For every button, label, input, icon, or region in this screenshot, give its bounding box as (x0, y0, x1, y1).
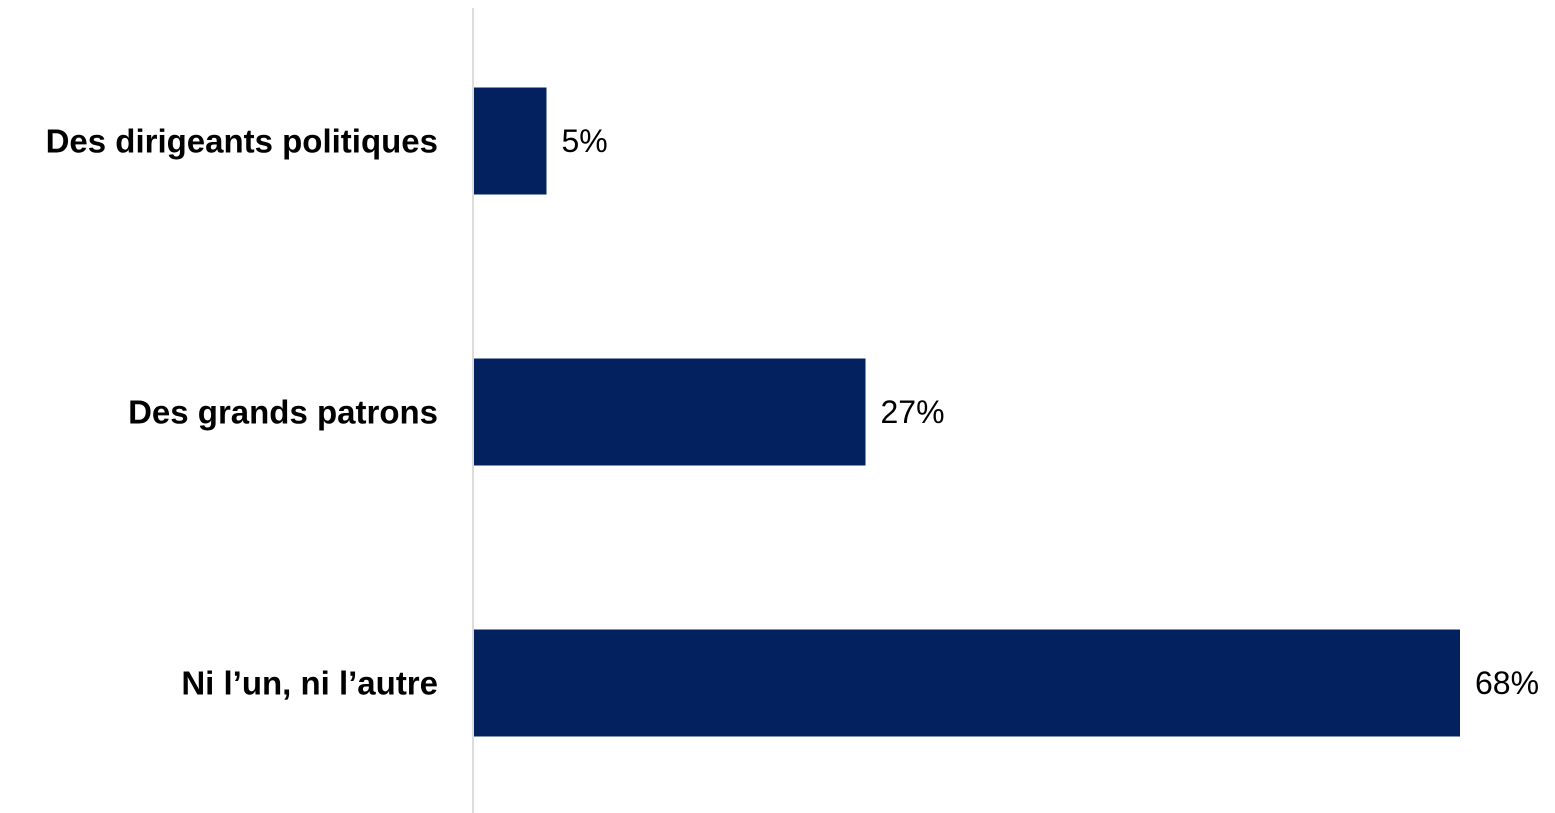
value-label-2: 68% (1475, 665, 1539, 701)
category-label-1: Des grands patrons (128, 394, 438, 431)
bars-layer: Des dirigeants politiques 5% Des grands pa… (46, 87, 1539, 737)
category-label-2: Ni l’un, ni l’autre (181, 665, 438, 702)
bar-0 (474, 87, 547, 195)
value-label-1: 27% (881, 394, 945, 430)
bar-2 (474, 629, 1460, 737)
bar-1 (474, 358, 866, 466)
category-label-0: Des dirigeants politiques (46, 123, 438, 160)
value-label-0: 5% (562, 123, 608, 159)
